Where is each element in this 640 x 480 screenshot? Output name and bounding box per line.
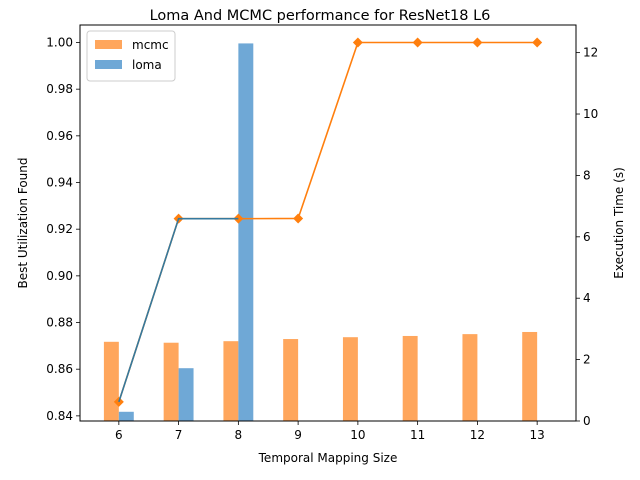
right-y-axis: 0 2 4 6 8 10 12	[576, 46, 598, 428]
legend: mcmc loma	[86, 30, 176, 82]
right-y-tick-label: 12	[583, 46, 598, 60]
x-axis-label: Temporal Mapping Size	[258, 451, 398, 465]
bar-mcmc-10	[342, 337, 358, 421]
left-y-tick-label: 0.94	[46, 176, 73, 190]
right-y-axis-label: Execution Time (s)	[612, 167, 626, 279]
bar-loma-7	[178, 368, 194, 421]
bar-mcmc-12	[462, 334, 478, 421]
left-y-tick-label: 0.98	[46, 82, 73, 96]
left-y-tick-label: 0.96	[46, 129, 73, 143]
bar-loma-6	[118, 411, 134, 421]
x-tick-label: 12	[470, 428, 485, 442]
diamond-marker-9	[293, 213, 304, 224]
bar-mcmc-9	[283, 339, 299, 421]
diamond-marker-11	[412, 37, 423, 48]
right-y-tick-label: 2	[583, 353, 591, 367]
x-axis: 6 7 8 9 10 11 12 13	[115, 421, 545, 442]
legend-swatch-loma	[95, 60, 122, 69]
x-tick-label: 7	[175, 428, 183, 442]
x-tick-label: 10	[350, 428, 365, 442]
x-tick-label: 13	[530, 428, 545, 442]
bar-loma-8	[238, 43, 254, 421]
bar-mcmc-7	[163, 342, 179, 421]
left-y-tick-label: 0.92	[46, 222, 73, 236]
left-y-tick-label: 0.84	[46, 409, 73, 423]
chart-title: Loma And MCMC performance for ResNet18 L…	[150, 8, 491, 24]
left-y-tick-label: 0.90	[46, 269, 73, 283]
left-y-tick-label: 1.00	[46, 36, 73, 50]
bar-mcmc-13	[522, 331, 538, 421]
x-tick-label: 6	[115, 428, 123, 442]
lines-layer	[113, 37, 543, 407]
bar-mcmc-6	[103, 341, 119, 421]
right-y-tick-label: 6	[583, 230, 591, 244]
x-tick-label: 9	[294, 428, 302, 442]
bars-layer	[103, 43, 538, 421]
left-y-tick-label: 0.88	[46, 316, 73, 330]
x-tick-label: 8	[235, 428, 243, 442]
diamond-marker-13	[532, 37, 543, 48]
right-y-tick-label: 8	[583, 168, 591, 182]
legend-swatch-mcmc	[95, 40, 122, 49]
right-y-tick-label: 4	[583, 291, 591, 305]
diamond-marker-12	[472, 37, 483, 48]
left-y-axis: 0.84 0.86 0.88 0.90 0.92 0.94 0.96 0.98 1.00	[46, 36, 80, 423]
bar-mcmc-11	[402, 335, 418, 421]
left-y-tick-label: 0.86	[46, 362, 73, 376]
legend-label-mcmc: mcmc	[132, 38, 169, 52]
legend-label-loma: loma	[132, 58, 162, 72]
right-y-tick-label: 10	[583, 107, 598, 121]
plot-frame	[79, 24, 577, 422]
line-series-1	[118, 217, 239, 403]
x-tick-label: 11	[410, 428, 425, 442]
diamond-marker-10	[352, 37, 363, 48]
left-y-axis-label: Best Utilization Found	[16, 158, 30, 289]
right-y-tick-label: 0	[583, 414, 591, 428]
bar-mcmc-8	[223, 341, 239, 421]
